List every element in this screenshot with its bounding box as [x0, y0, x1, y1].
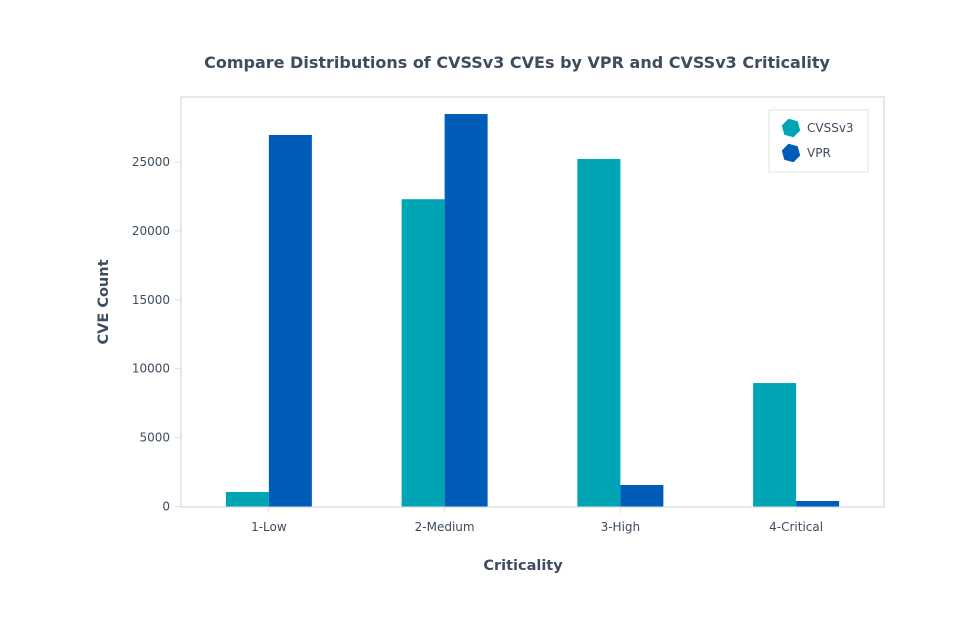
x-tick-label: 3-High — [601, 520, 641, 534]
y-axis: 0 5000 10000 15000 20000 25000 — [132, 155, 181, 514]
chart-title: Compare Distributions of CVSSv3 CVEs by … — [204, 53, 830, 72]
bar-vpr-2-medium — [444, 114, 488, 507]
x-tick-label: 1-Low — [251, 520, 287, 534]
legend: CVSSv3 VPR — [768, 109, 869, 173]
y-tick-label: 20000 — [132, 224, 170, 238]
y-axis-title: CVE Count — [96, 259, 112, 344]
x-tick-label: 2-Medium — [415, 520, 475, 534]
bars — [225, 114, 840, 507]
y-tick-label: 10000 — [132, 362, 170, 376]
y-tick-label: 0 — [162, 500, 170, 514]
x-axis: 1-Low 2-Medium 3-High 4-Critical — [251, 507, 823, 534]
plot-frame — [180, 96, 885, 508]
legend-box — [768, 109, 869, 173]
legend-label: CVSSv3 — [807, 121, 854, 135]
x-tick-label: 4-Critical — [769, 520, 823, 534]
bar-cvssv3-4-critical — [753, 383, 797, 507]
bar-vpr-4-critical — [796, 500, 840, 507]
bar-cvssv3-2-medium — [401, 199, 445, 507]
y-tick-label: 15000 — [132, 293, 170, 307]
legend-hexagon-icon — [781, 143, 801, 163]
bar-cvssv3-3-high — [577, 158, 621, 507]
legend-hexagon-icon — [781, 118, 801, 138]
x-axis-title: Criticality — [483, 558, 563, 574]
bar-vpr-1-low — [268, 134, 312, 507]
y-tick-label: 5000 — [139, 431, 170, 445]
y-tick-label: 25000 — [132, 155, 170, 169]
bar-vpr-3-high — [620, 485, 664, 507]
legend-label: VPR — [807, 146, 831, 160]
bar-cvssv3-1-low — [225, 492, 269, 507]
